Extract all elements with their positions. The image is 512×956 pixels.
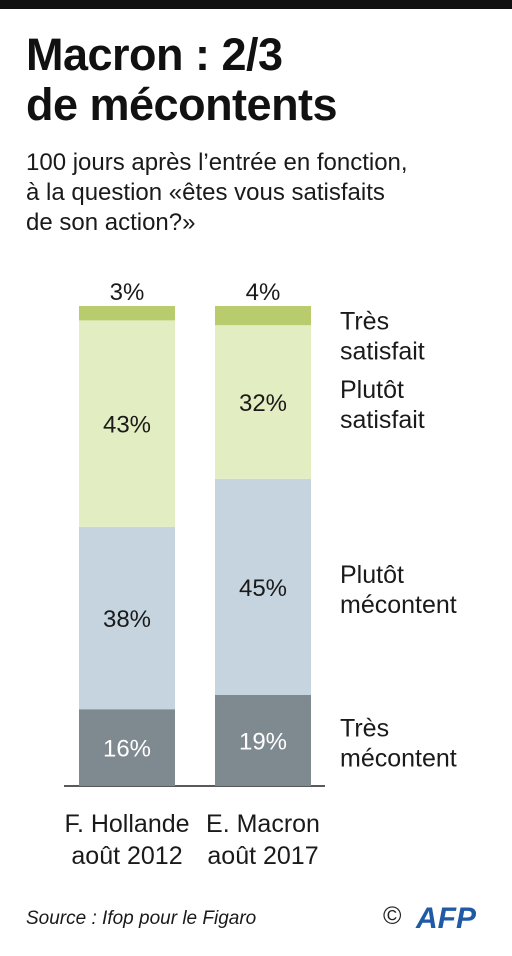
subtitle: 100 jours après l’entrée en fonction, à … [26, 148, 506, 238]
category-label: août 2012 [71, 842, 182, 870]
data-label: 43% [103, 412, 151, 439]
category-label: F. Hollande [64, 810, 189, 838]
data-label: 19% [239, 728, 287, 755]
subtitle-line-3: de son action?» [26, 209, 196, 236]
legend-label: mécontent [340, 744, 457, 772]
subtitle-line-1: 100 jours après l’entrée en fonction, [26, 149, 408, 176]
stacked-bar-chart: 16% 38% 43% 3% F. Hollande août 2012 19% 45% 32%… [64, 279, 457, 870]
legend-label: Plutôt [340, 561, 404, 589]
bar-segment [79, 526, 175, 710]
legend-label: mécontent [340, 591, 457, 619]
bar-segment [215, 694, 311, 786]
bar-segment [79, 320, 175, 527]
afp-logo-text: AFP [415, 902, 477, 934]
title-line-2: de mécontents [26, 79, 338, 130]
bar-segment [215, 478, 311, 695]
bar-segment [79, 709, 175, 786]
page-title: Macron : 2/3 de mécontents [26, 29, 338, 130]
bar-segment [79, 306, 175, 321]
copyright-symbol: © [383, 902, 402, 930]
bar-segment [215, 306, 311, 326]
data-label: 38% [103, 606, 151, 633]
legend-label: Plutôt [340, 376, 404, 404]
source-note: Source : Ifop pour le Figaro [26, 908, 257, 929]
top-bar [0, 0, 512, 9]
data-label: 45% [239, 575, 287, 602]
data-label: 32% [239, 390, 287, 417]
legend-label: satisfait [340, 338, 425, 366]
legend-label: Très [340, 714, 389, 742]
data-label: 4% [246, 279, 281, 306]
title-line-1: Macron : 2/3 [26, 29, 283, 80]
bar-segment [215, 325, 311, 479]
category-label: E. Macron [206, 810, 320, 838]
legend-label: satisfait [340, 406, 425, 434]
data-label: 3% [110, 279, 145, 306]
afp-logo-icon: AFP [415, 902, 477, 934]
legend-label: Très [340, 308, 389, 336]
category-label: août 2017 [207, 842, 318, 870]
data-label: 16% [103, 736, 151, 763]
subtitle-line-2: à la question «êtes vous satisfaits [26, 179, 385, 206]
